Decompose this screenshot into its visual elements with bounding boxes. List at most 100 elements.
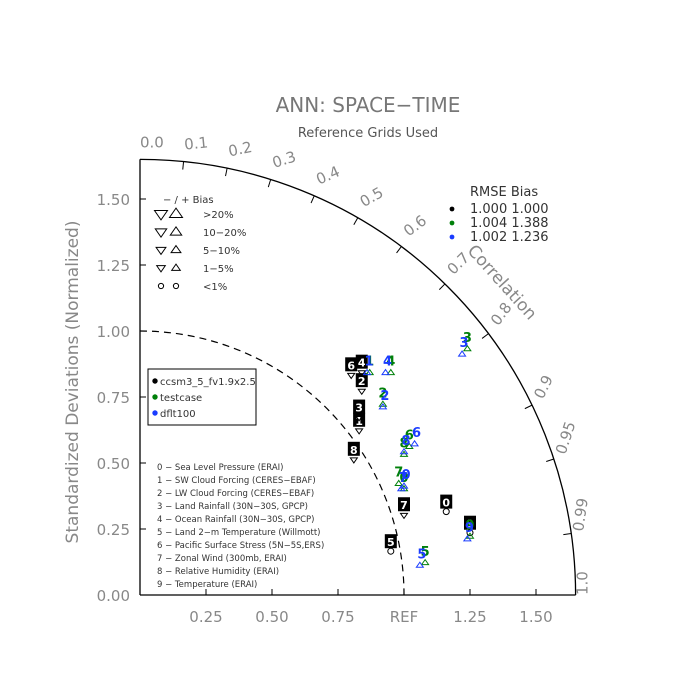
- bias-marker: [457, 350, 467, 357]
- case-number: 1: [365, 355, 374, 370]
- case-legend-dot: [152, 378, 158, 384]
- correlation-tick: [396, 246, 402, 254]
- data-point: 2: [378, 386, 388, 407]
- bias-legend-marker-neg: [154, 228, 168, 239]
- variable-legend-item: 4 − Ocean Rainfall (30N−30S, GPCP): [157, 515, 314, 525]
- rmse-legend-value: 1.002 1.236: [470, 230, 549, 245]
- rmse-legend-value: 1.004 1.388: [470, 216, 549, 231]
- data-point: 8: [399, 434, 411, 455]
- data-point: 6: [345, 357, 358, 380]
- variable-legend-item: 0 − Sea Level Pressure (ERAI): [157, 463, 284, 473]
- x-tick-label: REF: [390, 608, 419, 626]
- correlation-tick: [481, 333, 489, 339]
- data-point: 7: [398, 497, 410, 520]
- correlation-tick-label: 0.3: [270, 148, 298, 172]
- rmse-legend-header: RMSE Bias: [470, 185, 538, 200]
- bias-marker: [378, 400, 388, 407]
- case-number: 6: [405, 429, 414, 444]
- x-tick-label: 0.50: [255, 608, 288, 626]
- data-point: 9: [462, 521, 474, 542]
- data-point: 9: [464, 515, 476, 537]
- correlation-tick-label: 1.0: [574, 571, 592, 595]
- case-number: 2: [380, 389, 389, 404]
- y-tick-label: 0.50: [97, 455, 130, 473]
- data-point: 7: [394, 466, 403, 486]
- correlation-tick: [353, 217, 359, 225]
- reference-arc: [139, 330, 405, 596]
- case-number: 4: [358, 357, 366, 370]
- data-point: 6: [410, 426, 421, 447]
- data-point: 3: [463, 331, 472, 352]
- case-number: 5: [387, 536, 395, 549]
- y-tick-label: 0.75: [97, 389, 130, 407]
- bias-legend-header: − / + Bias: [163, 195, 214, 206]
- bias-legend-marker-neg: [155, 265, 167, 273]
- variable-legend-item: 3 − Land Rainfall (30N−30S, GPCP): [157, 502, 308, 512]
- bias-marker: [378, 402, 388, 410]
- rmse-legend-dot: [449, 220, 455, 226]
- correlation-tick-label: 0.2: [227, 138, 254, 160]
- correlation-tick-label: 0.99: [569, 497, 592, 533]
- y-tick-label: 1.00: [97, 323, 130, 341]
- case-number-box: [464, 515, 476, 530]
- x-tick-label: 0.25: [189, 608, 222, 626]
- data-point: 8: [347, 441, 360, 464]
- bias-marker: [357, 370, 367, 377]
- data-point: 0: [399, 468, 411, 489]
- correlation-tick: [310, 195, 315, 204]
- data-point: 5: [421, 545, 430, 566]
- bias-legend-label: 10−20%: [203, 228, 246, 239]
- rmse-legend-value: 1.000 1.000: [470, 202, 549, 217]
- case-legend-dot: [152, 394, 158, 400]
- case-legend-dot: [152, 410, 158, 416]
- bias-marker: [415, 561, 425, 568]
- correlation-tick-label: 0.5: [357, 183, 387, 211]
- case-number: 0: [401, 468, 410, 483]
- data-point: 7: [396, 471, 408, 492]
- case-number-box: [440, 494, 453, 509]
- variable-legend-item: 1 − SW Cloud Forcing (CERES−EBAF): [157, 476, 316, 486]
- correlation-tick-label: 0.6: [400, 211, 430, 240]
- data-point: 4: [386, 355, 396, 376]
- correlation-tick-label: 0.0: [140, 133, 164, 151]
- variable-legend-item: 2 − LW Cloud Forcing (CERES−EBAF): [157, 489, 314, 499]
- bias-legend-label: >20%: [203, 210, 234, 221]
- case-number-box: [398, 497, 410, 512]
- data-point: 5: [384, 534, 397, 555]
- case-number: 8: [399, 437, 408, 452]
- case-number: 2: [378, 386, 387, 401]
- case-legend-label: dflt100: [160, 409, 196, 420]
- bias-legend-label: <1%: [203, 282, 227, 293]
- data-point: 4: [355, 354, 368, 377]
- x-tick-label: 1.25: [453, 608, 486, 626]
- y-tick-label: 0.00: [97, 587, 130, 605]
- correlation-tick: [182, 161, 185, 170]
- data-point: 2: [378, 389, 389, 410]
- case-number-box: [355, 373, 368, 388]
- case-number: 9: [465, 518, 474, 533]
- bias-marker: [394, 479, 404, 486]
- bias-legend-label: 5−10%: [203, 246, 240, 257]
- case-number: 8: [401, 434, 410, 449]
- data-point: 5: [415, 547, 426, 568]
- bias-marker: [462, 534, 472, 542]
- case-number: 4: [383, 355, 392, 370]
- bias-legend-marker-pos: [170, 244, 182, 254]
- case-number: 7: [399, 471, 408, 486]
- case-number: 2: [358, 375, 366, 388]
- x-tick-label: 1.50: [519, 608, 552, 626]
- correlation-tick: [524, 404, 533, 410]
- data-point: 1: [362, 355, 374, 376]
- correlation-tick: [225, 168, 228, 177]
- correlation-tick-label: 0.1: [183, 133, 209, 153]
- bias-marker: [386, 368, 396, 376]
- bias-marker: [354, 415, 364, 422]
- correlation-tick: [563, 533, 572, 536]
- case-number: 3: [355, 402, 363, 415]
- case-number-box: [345, 357, 358, 372]
- outer-arc: [139, 158, 577, 596]
- bias-legend-marker-neg: [157, 282, 165, 290]
- variable-legend-item: 6 − Pacific Surface Stress (5N−5S,ERS): [157, 541, 324, 551]
